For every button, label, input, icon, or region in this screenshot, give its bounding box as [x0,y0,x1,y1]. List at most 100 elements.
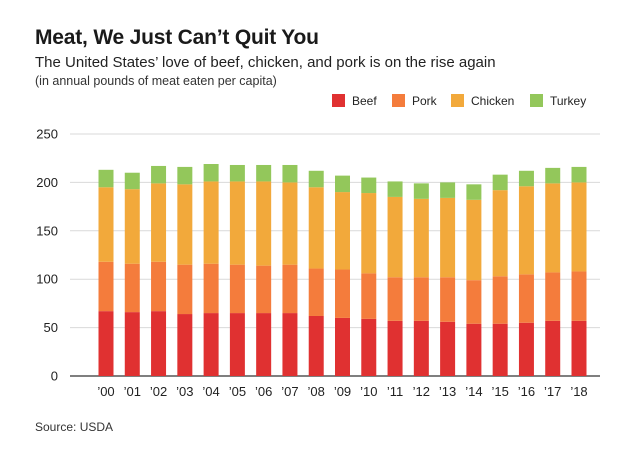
x-tick-label: ’14 [465,384,482,399]
bar-pork-7 [282,264,298,314]
bar-beef-13 [440,321,456,376]
bar-beef-4 [203,313,219,376]
bar-turkey-10 [361,177,377,194]
x-tick-label: ’13 [439,384,456,399]
source-note: Source: USDA [35,420,114,434]
bar-chicken-14 [466,199,482,281]
bar-chicken-16 [518,186,534,275]
bar-pork-2 [151,261,167,312]
bar-turkey-14 [466,184,482,200]
bar-beef-10 [361,318,377,376]
bar-pork-3 [177,264,193,315]
bar-pork-10 [361,273,377,319]
bar-turkey-6 [256,164,272,182]
x-tick-label: ’03 [176,384,193,399]
bar-beef-6 [256,313,272,376]
bar-chicken-8 [308,187,324,269]
x-tick-label: ’02 [150,384,167,399]
bar-beef-15 [492,323,508,376]
bar-pork-1 [124,263,140,313]
x-axis: ’00 ’01 ’02 ’03 ’04 ’05 ’06 ’07 ’08 ’09 ’10 ’11 ’12 ’… [97,384,587,399]
x-tick-label: ’18 [570,384,587,399]
bar-beef-0 [98,311,114,376]
bar-pork-5 [229,264,245,314]
bar-turkey-12 [413,183,429,199]
x-tick-label: ’00 [97,384,114,399]
legend: Beef Pork Chicken Turkey [332,94,586,108]
bar-beef-14 [466,323,482,376]
x-tick-label: ’15 [491,384,508,399]
bar-turkey-15 [492,174,508,191]
y-tick-label: 100 [36,272,58,287]
bar-chicken-4 [203,181,219,264]
bar-turkey-3 [177,166,193,185]
x-tick-label: ’06 [255,384,272,399]
y-tick-label: 150 [36,223,58,238]
bar-pork-13 [440,277,456,322]
x-tick-label: ’12 [413,384,430,399]
bar-chicken-3 [177,184,193,265]
bar-chicken-13 [440,197,456,278]
bar-pork-6 [256,265,272,314]
bar-beef-11 [387,320,403,376]
chart-subtitle: The United States’ love of beef, chicken… [35,54,496,71]
bar-pork-12 [413,277,429,321]
chart-unit-note: (in annual pounds of meat eaten per capi… [35,74,277,88]
bar-beef-12 [413,320,429,376]
legend-swatch-turkey [530,94,543,107]
x-tick-label: ’16 [518,384,535,399]
bar-beef-1 [124,312,140,376]
bar-turkey-9 [335,175,350,193]
bar-turkey-5 [229,164,245,182]
legend-swatch-pork [392,94,405,107]
bar-chicken-1 [124,189,140,264]
bar-pork-0 [98,261,114,312]
x-tick-label: ’11 [387,384,403,399]
bar-beef-7 [282,313,298,376]
legend-label-chicken: Chicken [471,94,514,108]
x-tick-label: ’04 [202,384,219,399]
bar-beef-18 [571,320,587,376]
bar-pork-14 [466,280,482,324]
bar-chicken-17 [545,183,561,273]
legend-label-turkey: Turkey [550,94,586,108]
bar-turkey-7 [282,164,298,183]
bar-chicken-7 [282,182,298,265]
bar-turkey-18 [571,166,587,183]
bar-chicken-6 [256,181,272,266]
bar-beef-2 [151,311,167,376]
bar-turkey-17 [545,167,561,184]
bar-beef-5 [229,313,245,376]
bar-beef-3 [177,314,193,376]
bar-turkey-4 [203,164,219,182]
bar-chicken-5 [229,181,245,265]
x-tick-label: ’09 [334,384,351,399]
bar-chicken-9 [335,192,350,270]
bar-beef-8 [308,315,324,376]
x-tick-label: ’10 [360,384,377,399]
bar-beef-17 [545,320,561,376]
bar-beef-9 [335,317,350,376]
bar-pork-17 [545,272,561,321]
bar-pork-9 [335,269,350,318]
bar-turkey-0 [98,169,114,188]
bar-turkey-13 [440,182,456,198]
bar-chicken-15 [492,190,508,277]
bar-turkey-11 [387,181,403,197]
y-tick-label: 0 [51,369,58,384]
bar-chicken-0 [98,187,114,262]
bar-turkey-1 [124,172,140,190]
legend-label-beef: Beef [352,94,377,108]
y-tick-label: 50 [44,320,58,335]
x-tick-label: ’17 [544,384,561,399]
legend-swatch-beef [332,94,345,107]
legend-label-pork: Pork [412,94,438,108]
x-tick-label: ’07 [281,384,298,399]
bars [98,164,587,376]
bar-chicken-10 [361,193,377,274]
x-tick-label: ’01 [124,384,141,399]
bar-beef-16 [518,322,534,376]
bar-pork-11 [387,277,403,321]
y-tick-label: 250 [36,127,58,142]
